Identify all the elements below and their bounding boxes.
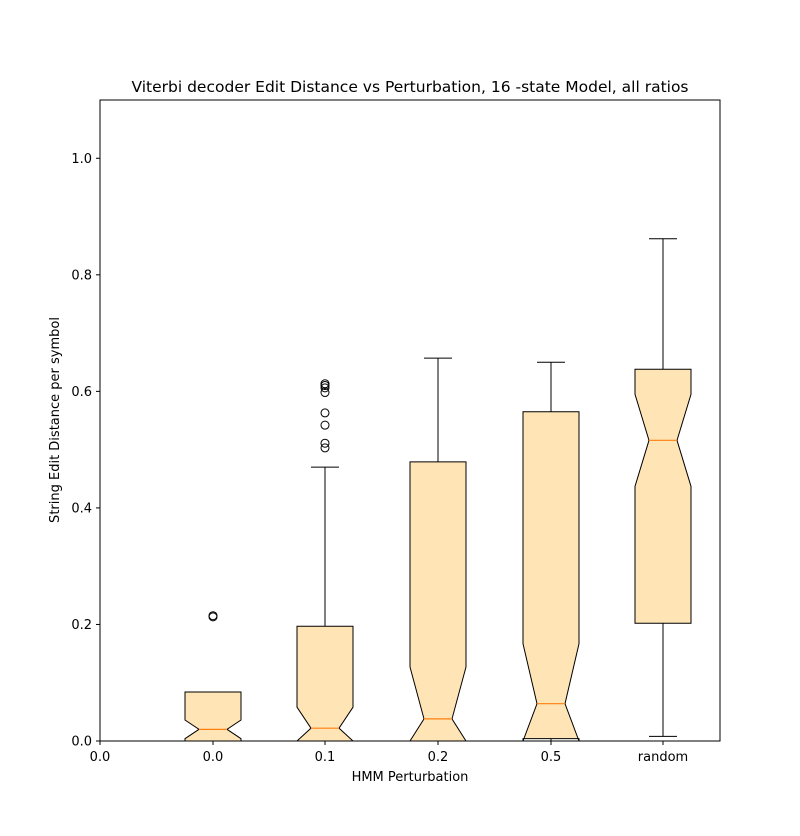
box-group bbox=[184, 238, 692, 741]
y-axis: 0.0 0.2 0.4 0.6 0.8 1.0 bbox=[71, 152, 100, 750]
outlier-point bbox=[320, 379, 330, 389]
x-tick-label: 0.0 bbox=[90, 750, 111, 765]
box-0-0 bbox=[184, 611, 242, 741]
box-0-1 bbox=[296, 379, 354, 741]
x-tick-label: 0.5 bbox=[541, 750, 562, 765]
outlier-point bbox=[320, 443, 330, 453]
x-axis-label: HMM Perturbation bbox=[352, 770, 469, 785]
box-body bbox=[634, 368, 692, 624]
x-tick-label: random bbox=[638, 750, 688, 765]
box-body bbox=[409, 461, 467, 741]
plot-frame bbox=[99, 99, 721, 742]
y-axis-label: String Edit Distance per symbol bbox=[48, 317, 63, 523]
outlier-point bbox=[208, 611, 218, 621]
x-tick-label: 0.1 bbox=[315, 750, 336, 765]
outlier-point bbox=[320, 438, 330, 448]
outlier-point bbox=[320, 408, 330, 418]
y-tick-label: 0.2 bbox=[71, 618, 92, 633]
y-tick-label: 0.8 bbox=[71, 268, 92, 283]
plot-marks bbox=[184, 238, 692, 741]
chart-title: Viterbi decoder Edit Distance vs Perturb… bbox=[131, 78, 688, 96]
x-tick-label: 0.2 bbox=[428, 750, 449, 765]
box-0-5 bbox=[522, 361, 580, 741]
box-random bbox=[634, 238, 692, 737]
y-tick-label: 0.6 bbox=[71, 385, 92, 400]
outlier-point bbox=[320, 420, 330, 430]
y-tick-label: 1.0 bbox=[71, 152, 92, 167]
box-0-2 bbox=[409, 357, 467, 741]
y-tick-label: 0.0 bbox=[71, 735, 92, 750]
box-body bbox=[522, 411, 580, 741]
x-axis: 0.0 0.0 0.1 0.2 0.5 random bbox=[90, 741, 688, 765]
x-tick-label: 0.0 bbox=[203, 750, 224, 765]
y-tick-label: 0.4 bbox=[71, 501, 92, 516]
box-body bbox=[296, 625, 354, 741]
outlier-point bbox=[320, 383, 330, 393]
outlier-point bbox=[320, 388, 330, 398]
box-body bbox=[184, 691, 242, 741]
